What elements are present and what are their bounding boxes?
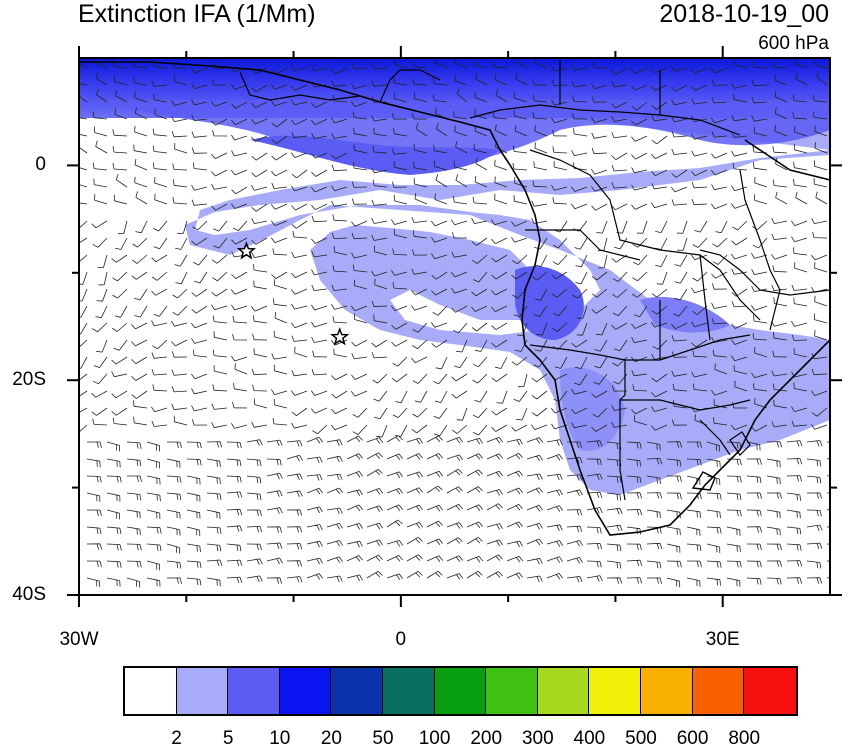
colorbar-label: 500	[625, 728, 657, 749]
pressure-level-label: 600 hPa	[758, 33, 829, 54]
chart-title: Extinction IFA (1/Mm)	[78, 0, 316, 28]
country-borders	[239, 60, 830, 501]
colorbar-swatch	[640, 668, 693, 714]
wind-barbs-overlay	[79, 58, 830, 588]
colorbar-swatch	[434, 668, 487, 714]
colorbar-swatch	[279, 668, 332, 714]
colorbar-swatch	[382, 668, 435, 714]
colorbar-label: 10	[269, 728, 291, 749]
colorbar-label: 100	[418, 728, 451, 749]
colorbar-label: 5	[222, 728, 234, 749]
colorbar-swatch	[331, 668, 383, 714]
colorbar-swatch	[176, 668, 229, 714]
colorbar-swatch	[744, 668, 796, 714]
y-tick-label: 40S	[12, 584, 46, 605]
map-frame	[78, 57, 831, 596]
colorbar-swatch	[228, 668, 280, 714]
colorbar-swatch	[537, 668, 590, 714]
map-plot	[67, 46, 842, 607]
colorbar-swatch	[486, 668, 538, 714]
colorbar	[123, 666, 798, 716]
y-tick-label: 20S	[12, 369, 46, 391]
x-tick-label: 0	[395, 629, 407, 650]
x-tick-label: 30E	[705, 629, 740, 650]
colorbar-label: 800	[728, 728, 761, 749]
colorbar-label: 20	[320, 728, 342, 749]
markers	[236, 241, 350, 346]
colorbar-label: 2	[171, 728, 182, 749]
y-tick-label: 0	[35, 154, 46, 176]
colorbar-label: 300	[521, 728, 554, 749]
colorbar-swatch	[125, 668, 177, 714]
colorbar-label: 50	[372, 728, 394, 749]
colorbar-swatch	[589, 668, 641, 714]
colorbar-label: 400	[573, 728, 606, 749]
star-marker	[330, 327, 350, 346]
wind-barbs	[79, 58, 830, 588]
date-label: 2018-10-19_00	[659, 0, 829, 28]
colorbar-label: 200	[470, 728, 503, 749]
star-marker	[236, 241, 257, 260]
axis-ticks	[67, 46, 842, 607]
colorbar-label: 600	[676, 728, 709, 749]
colorbar-swatch	[692, 668, 745, 714]
x-tick-label: 30W	[59, 629, 99, 650]
